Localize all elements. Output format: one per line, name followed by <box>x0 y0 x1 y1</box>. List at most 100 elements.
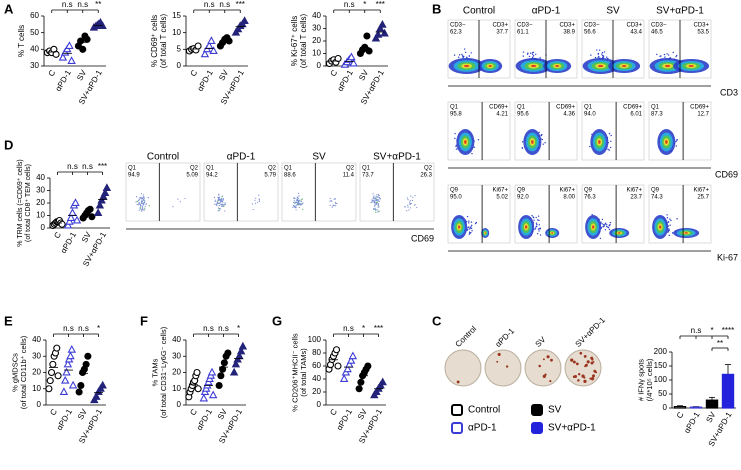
event-density <box>684 232 689 234</box>
event <box>220 201 223 203</box>
event <box>224 202 226 204</box>
gate-label: Q1 <box>128 166 137 172</box>
event <box>453 54 456 56</box>
data-point <box>207 367 217 376</box>
event <box>135 196 138 198</box>
event <box>594 56 597 59</box>
spot <box>591 358 594 361</box>
bar <box>721 373 735 409</box>
well-label: SV+αPD-1 <box>574 315 608 349</box>
spot <box>456 380 460 384</box>
event <box>600 221 602 223</box>
well <box>484 349 522 387</box>
event <box>477 139 480 141</box>
event-density <box>458 225 461 229</box>
event <box>412 196 414 198</box>
event <box>221 203 223 205</box>
bar <box>689 406 703 409</box>
event <box>408 202 411 204</box>
event <box>137 200 140 202</box>
event <box>140 208 142 210</box>
x-tick-label: SV <box>75 68 88 82</box>
data-point <box>75 388 83 396</box>
gate-label: 5.09 <box>186 173 198 179</box>
y-tick-label: 5 <box>177 44 182 53</box>
event <box>374 202 377 204</box>
legend-label: SV+αPD-1 <box>548 423 596 434</box>
data-point <box>59 387 69 395</box>
event <box>409 207 411 209</box>
data-point <box>86 205 94 213</box>
event <box>603 51 606 53</box>
event <box>302 202 304 204</box>
data-point <box>65 41 74 49</box>
gate-label: 73.7 <box>362 173 374 179</box>
gate-label: 8.00 <box>563 195 575 201</box>
data-point <box>193 368 201 377</box>
event <box>294 205 296 207</box>
gate-label: 94.9 <box>128 173 140 179</box>
spot <box>546 355 550 359</box>
event <box>528 55 531 58</box>
event <box>375 198 377 200</box>
significance: n.s <box>62 0 73 9</box>
x-tick-label: C <box>675 410 686 420</box>
event <box>535 53 537 55</box>
data-point <box>102 183 112 191</box>
data-point <box>77 37 85 45</box>
significance: * <box>710 326 713 335</box>
event <box>333 204 335 207</box>
event <box>602 223 604 226</box>
y-tick-label: 20 <box>312 387 321 396</box>
event <box>537 215 540 217</box>
significance: n.s <box>204 0 215 9</box>
spot <box>496 360 499 363</box>
data-point <box>63 220 73 229</box>
gate-label: 6.01 <box>630 112 642 118</box>
event <box>373 195 375 197</box>
y-tick-label: 30 <box>36 186 45 195</box>
event <box>297 196 299 198</box>
event <box>467 226 469 229</box>
data-point <box>71 198 80 206</box>
gate-label: Q1 <box>450 105 459 111</box>
event <box>302 208 304 210</box>
event <box>414 204 416 206</box>
event <box>379 198 381 200</box>
gate-label: Ki67+ <box>693 188 709 194</box>
x-tick-label: SV <box>217 68 230 82</box>
y-tick-label: 30 <box>312 24 321 33</box>
data-point <box>363 32 371 40</box>
event <box>138 198 140 200</box>
event <box>142 203 144 205</box>
gate-label: CD3− <box>450 23 466 29</box>
gate-label: Q1 <box>206 166 215 172</box>
event <box>218 193 220 195</box>
event <box>294 206 296 208</box>
event <box>218 197 220 199</box>
event <box>676 218 678 220</box>
data-point <box>240 16 249 24</box>
data-point <box>339 374 349 382</box>
significance: *** <box>236 0 245 9</box>
event <box>373 201 376 203</box>
event <box>606 224 608 226</box>
spot <box>577 379 580 382</box>
event <box>407 206 409 208</box>
event <box>219 208 222 210</box>
data-point <box>371 33 381 42</box>
event <box>298 202 300 204</box>
significance: n.s <box>67 162 78 171</box>
event <box>602 56 604 59</box>
data-point <box>209 46 218 54</box>
event <box>461 55 464 57</box>
axis-label: CD69 <box>715 169 738 179</box>
event <box>217 210 219 212</box>
gate-label: CD3+ <box>626 23 642 29</box>
event <box>143 201 146 203</box>
event <box>608 132 611 135</box>
column-title: Control <box>463 6 495 17</box>
spot <box>590 361 594 365</box>
event <box>336 202 338 205</box>
event <box>139 206 142 208</box>
